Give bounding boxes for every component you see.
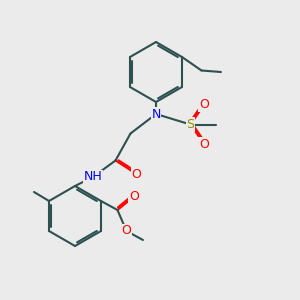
Text: N: N (151, 107, 161, 121)
Text: NH: NH (84, 170, 102, 184)
Text: O: O (132, 167, 141, 181)
Text: O: O (199, 137, 209, 151)
Text: O: O (199, 98, 209, 112)
Text: O: O (129, 190, 139, 203)
Text: S: S (187, 118, 194, 131)
Text: O: O (122, 224, 131, 238)
